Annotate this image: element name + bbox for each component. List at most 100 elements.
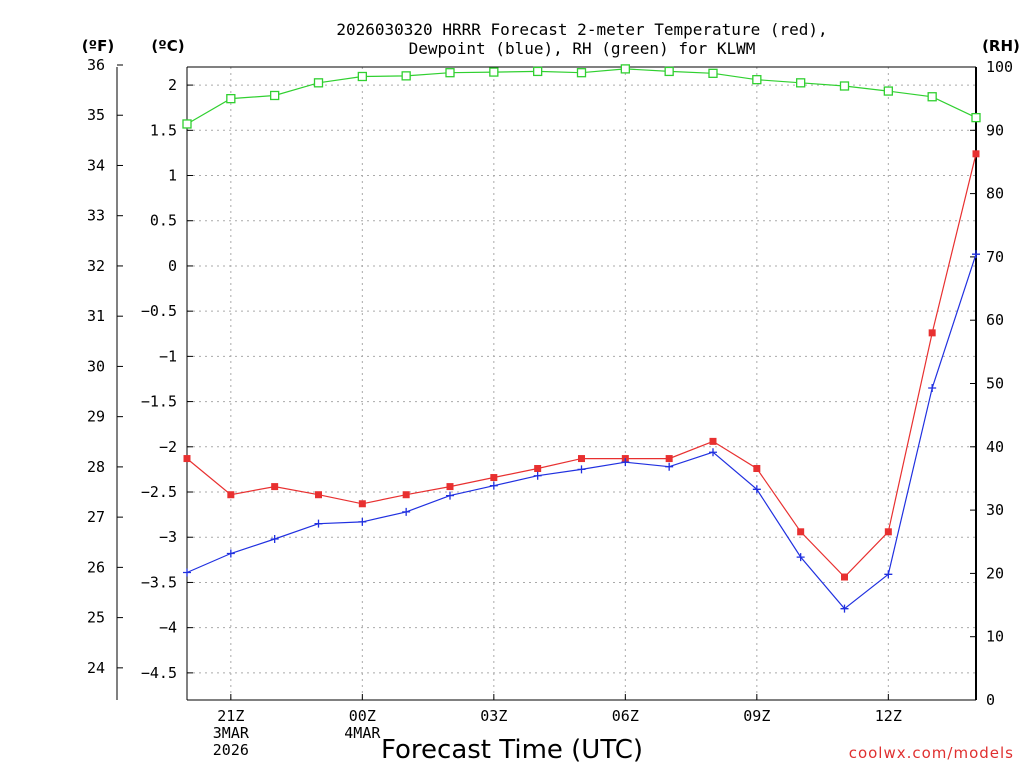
fahrenheit-tick-label: 26 (87, 558, 105, 576)
rh-tick-label: 90 (986, 121, 1004, 139)
data-point-rh (576, 68, 587, 78)
data-point-dewpoint (183, 568, 191, 577)
data-point-rh (708, 68, 718, 78)
data-point-dewpoint (226, 549, 235, 558)
data-point-temperature (227, 491, 235, 499)
data-point-temperature (884, 528, 892, 536)
chart-title-line1: 2026030320 HRRR Forecast 2-meter Tempera… (336, 20, 827, 39)
data-point-rh (313, 78, 324, 88)
data-point-dewpoint (752, 485, 761, 494)
fahrenheit-tick-label: 32 (87, 257, 105, 275)
series-line-dewpoint (186, 254, 977, 610)
rh-tick-label: 20 (986, 564, 1004, 582)
data-point-dewpoint (489, 481, 498, 490)
data-point-dewpoint (270, 535, 279, 544)
celsius-tick-label: −2 (159, 438, 177, 456)
data-point-temperature (402, 491, 410, 499)
celsius-tick-label: 0.5 (150, 212, 177, 230)
celsius-tick-label: 1.5 (150, 121, 177, 139)
data-point-dewpoint (796, 553, 805, 562)
data-point-temperature (972, 150, 980, 158)
x-tick-label: 12Z (875, 707, 902, 725)
data-point-temperature (753, 465, 761, 473)
rh-tick-label: 50 (986, 375, 1004, 393)
data-point-dewpoint (621, 458, 630, 467)
rh-tick-label: 80 (986, 185, 1004, 203)
x-tick-label: 21Z (217, 707, 244, 725)
data-point-temperature (490, 474, 498, 482)
data-point-rh (226, 94, 236, 104)
data-point-rh (489, 67, 499, 77)
data-point-dewpoint (840, 604, 849, 613)
rh-tick-label: 70 (986, 248, 1004, 266)
x-tick-label: 3MAR (213, 724, 250, 742)
chart-title-line2: Dewpoint (blue), RH (green) for KLWM (409, 39, 756, 58)
data-point-rh (357, 71, 367, 82)
data-point-rh (796, 78, 806, 88)
data-point-temperature (665, 455, 673, 463)
x-axis-title: Forecast Time (UTC) (381, 735, 643, 765)
celsius-tick-label: −4.5 (141, 664, 177, 682)
data-point-temperature (841, 573, 848, 581)
data-point-dewpoint (884, 570, 893, 579)
celsius-tick-label: 0 (168, 257, 177, 275)
data-point-rh (401, 71, 411, 81)
data-point-temperature (797, 528, 805, 536)
data-point-temperature (709, 437, 717, 445)
fahrenheit-axis-unit: (ºF) (82, 37, 114, 55)
fahrenheit-tick-label: 30 (87, 357, 105, 375)
data-point-dewpoint (358, 517, 367, 526)
data-point-rh (533, 66, 543, 77)
celsius-tick-label: −2.5 (141, 483, 177, 501)
fahrenheit-tick-label: 29 (87, 408, 105, 426)
x-tick-label: 2026 (213, 741, 249, 759)
fahrenheit-tick-label: 24 (87, 659, 105, 677)
rh-tick-label: 60 (986, 311, 1004, 329)
fahrenheit-tick-label: 25 (87, 609, 105, 627)
data-point-dewpoint (446, 491, 454, 500)
data-point-temperature (183, 455, 191, 463)
data-point-temperature (315, 491, 322, 499)
data-point-temperature (358, 500, 366, 508)
data-point-rh (620, 64, 630, 74)
celsius-tick-label: 2 (168, 76, 177, 94)
data-point-dewpoint (533, 471, 542, 480)
fahrenheit-tick-label: 28 (87, 458, 105, 476)
data-point-rh (182, 119, 192, 129)
rh-axis-unit: (RH) (982, 37, 1020, 55)
data-point-temperature (928, 329, 936, 337)
x-tick-label: 09Z (743, 707, 770, 725)
celsius-tick-label: −0.5 (141, 302, 177, 320)
data-point-dewpoint (577, 465, 586, 474)
rh-tick-label: 40 (986, 438, 1004, 456)
fahrenheit-tick-label: 27 (87, 508, 105, 526)
fahrenheit-tick-label: 36 (87, 56, 105, 74)
data-point-temperature (271, 483, 279, 491)
data-point-rh (839, 81, 850, 91)
x-tick-label: 03Z (480, 707, 507, 725)
celsius-tick-label: −1.5 (141, 393, 177, 411)
fahrenheit-tick-label: 35 (87, 106, 105, 124)
fahrenheit-tick-label: 33 (87, 207, 105, 225)
data-point-dewpoint (665, 462, 674, 471)
rh-tick-label: 100 (986, 58, 1013, 76)
celsius-tick-label: 1 (168, 167, 177, 185)
data-point-dewpoint (972, 250, 980, 259)
celsius-tick-label: −4 (159, 619, 177, 637)
fahrenheit-tick-label: 31 (87, 307, 105, 325)
data-point-temperature (446, 483, 454, 491)
data-point-dewpoint (314, 519, 323, 528)
data-point-rh (752, 75, 762, 85)
data-point-rh (270, 90, 280, 101)
rh-tick-label: 10 (986, 628, 1004, 646)
data-point-rh (927, 92, 937, 102)
credit-text: coolwx.com/models (849, 744, 1014, 762)
x-tick-label: 06Z (612, 707, 639, 725)
x-tick-label: 4MAR (344, 724, 381, 742)
celsius-tick-label: −3 (159, 528, 177, 546)
fahrenheit-tick-label: 34 (87, 156, 105, 174)
data-point-rh (445, 68, 455, 78)
data-point-temperature (578, 455, 585, 463)
rh-tick-label: 0 (986, 691, 995, 709)
